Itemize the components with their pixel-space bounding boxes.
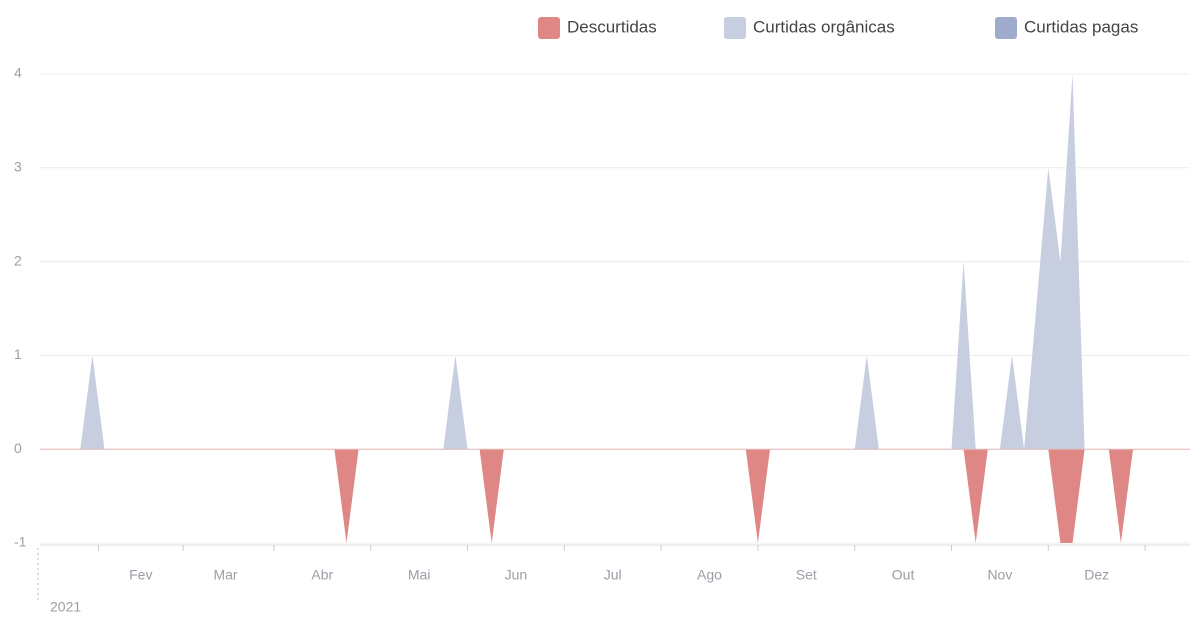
- x-tick-label: Abr: [311, 567, 333, 583]
- x-tick-label: Fev: [129, 567, 152, 583]
- x-tick-label: Nov: [987, 567, 1012, 583]
- x-tick-label: Mai: [408, 567, 431, 583]
- x-tick-label: Dez: [1084, 567, 1109, 583]
- legend-swatch: [724, 17, 746, 39]
- year-label: 2021: [50, 599, 81, 615]
- area: [44, 74, 1182, 450]
- y-tick-label: -1: [14, 534, 27, 550]
- legend-label: Curtidas pagas: [1024, 17, 1138, 36]
- legend-label: Curtidas orgânicas: [753, 17, 895, 36]
- area: [44, 449, 1182, 543]
- y-tick-label: 0: [14, 440, 22, 456]
- y-tick-label: 4: [14, 65, 22, 81]
- x-tick-label: Jun: [505, 567, 528, 583]
- x-tick-label: Out: [892, 567, 915, 583]
- x-tick-label: Mar: [213, 567, 237, 583]
- x-tick-label: Set: [796, 567, 817, 583]
- y-tick-label: 1: [14, 346, 22, 362]
- x-tick-label: Jul: [604, 567, 622, 583]
- x-tick-label: Ago: [697, 567, 722, 583]
- legend-label: Descurtidas: [567, 17, 657, 36]
- y-tick-label: 2: [14, 252, 22, 268]
- legend-swatch: [995, 17, 1017, 39]
- y-tick-label: 3: [14, 159, 22, 175]
- legend-swatch: [538, 17, 560, 39]
